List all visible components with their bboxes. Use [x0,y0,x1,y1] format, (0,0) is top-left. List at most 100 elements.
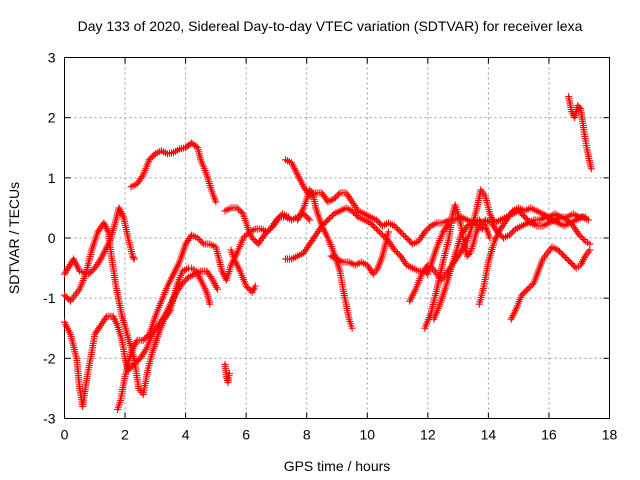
data-point [422,226,430,234]
data-point [371,223,379,231]
data-point [325,214,333,222]
data-point [569,261,577,269]
data-point [262,229,270,237]
data-point [584,216,592,224]
data-point [392,248,400,256]
data-point [527,282,535,290]
data-point [263,228,271,236]
data-point [303,213,311,221]
data-point [129,254,137,262]
data-point [554,246,562,254]
series-track-k [294,186,356,332]
x-tick-label: 16 [541,427,557,443]
series-track-r [565,93,595,173]
series-track-f [221,360,234,386]
data-point [147,154,155,162]
data-point [304,214,312,222]
x-tick-label: 10 [359,427,375,443]
x-tick-label: 8 [303,427,311,443]
data-point [506,231,514,239]
data-point [331,193,339,201]
data-point [335,190,343,198]
data-point [179,279,187,287]
data-point [148,153,156,161]
y-tick-label: -2 [43,350,56,366]
x-tick-label: 0 [61,427,69,443]
data-point [327,213,335,221]
data-point [245,285,253,293]
data-point [397,228,405,236]
data-point [141,335,149,343]
data-point [194,234,202,242]
series-track-o [430,216,494,323]
data-point [486,234,494,242]
data-point [306,186,314,194]
data-point [478,219,486,227]
data-point [566,219,574,227]
data-point [394,225,402,233]
data-point [129,252,137,260]
data-point [374,217,382,225]
data-point [351,210,359,218]
data-point [384,228,392,236]
data-point [563,255,571,263]
data-point [328,211,336,219]
y-tick-label: 3 [48,50,56,66]
series-track-g [221,204,293,248]
data-point [236,207,244,215]
series-track-d [113,210,314,413]
data-point [475,216,483,224]
data-point [242,282,250,290]
data-point [242,231,250,239]
data-point [478,225,486,233]
data-point [465,251,473,259]
data-point [401,232,409,240]
data-point [324,216,332,224]
x-tick-label: 2 [121,427,129,443]
data-point [238,208,246,216]
data-point [248,234,256,242]
data-point [475,222,483,230]
data-point [274,214,282,222]
data-point [425,223,433,231]
data-point [251,282,259,290]
data-point [251,237,259,245]
data-point [519,290,527,298]
data-point [368,220,376,228]
series-track-a [61,204,138,278]
data-point [403,234,411,242]
data-point [321,219,329,227]
data-point [307,187,315,195]
series-track-b [61,219,214,398]
series-track-p [475,204,589,308]
data-point [377,229,385,237]
data-point [180,278,188,286]
data-point [510,226,518,234]
data-point [518,291,526,299]
data-point [392,223,400,231]
data-point [233,204,241,212]
data-point [130,360,138,368]
data-point [522,214,530,222]
y-tick-label: 0 [48,230,56,246]
data-point [581,213,589,221]
data-point [378,231,386,239]
series-track-c [61,267,221,410]
series-track-j [282,204,453,278]
data-point [509,228,517,236]
data-point [565,257,573,265]
data-point [586,240,594,248]
data-point [525,217,533,225]
data-point [525,284,533,292]
data-point [142,333,150,341]
y-tick-label: -1 [43,290,56,306]
data-point [330,195,338,203]
data-point [568,260,576,268]
data-point [64,294,72,302]
data-point [400,231,408,239]
data-point [350,208,358,216]
data-point [574,102,582,110]
y-tick-label: 2 [48,110,56,126]
data-point [130,255,138,263]
